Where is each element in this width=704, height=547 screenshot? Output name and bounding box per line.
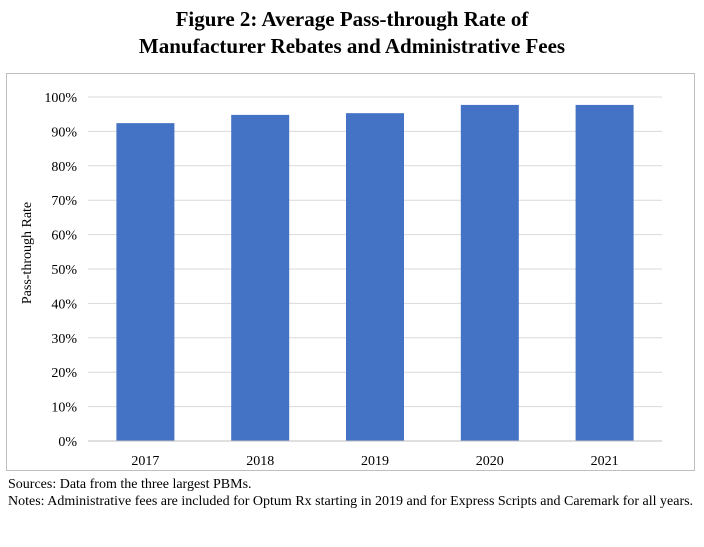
x-tick-labels: 2017 2018 2019 2020 2021 xyxy=(131,454,618,469)
y-tick-label: 70% xyxy=(51,194,77,209)
x-tick-label: 2019 xyxy=(361,454,389,469)
bar-2020 xyxy=(460,104,519,442)
x-tick-label: 2018 xyxy=(246,454,274,469)
y-axis-label: Pass-through Rate xyxy=(20,202,35,304)
y-tick-label: 50% xyxy=(51,263,77,278)
y-tick-label: 80% xyxy=(51,160,77,175)
figure-title: Figure 2: Average Pass-through Rate of M… xyxy=(0,6,704,60)
notes-block: Sources: Data from the three largest PBM… xyxy=(8,476,698,510)
y-tick-label: 20% xyxy=(51,366,77,381)
x-tick-label: 2021 xyxy=(591,454,619,469)
y-tick-label: 0% xyxy=(58,435,77,450)
y-tick-label: 90% xyxy=(51,125,77,140)
figure-title-line-2: Manufacturer Rebates and Administrative … xyxy=(138,34,566,58)
y-tick-labels: 0% 10% 20% 30% 40% 50% 60% 70% 80% 90% 100% xyxy=(44,91,77,450)
bar-2019 xyxy=(346,113,404,441)
figure-title-line-1: Figure 2: Average Pass-through Rate of xyxy=(175,7,529,31)
x-tick-label: 2017 xyxy=(131,454,159,469)
bars xyxy=(116,104,634,442)
bar-2017 xyxy=(116,123,175,442)
y-tick-label: 30% xyxy=(51,332,77,347)
bar-2018 xyxy=(231,114,290,441)
y-tick-label: 100% xyxy=(44,91,77,106)
x-tick-label: 2020 xyxy=(476,454,504,469)
y-tick-label: 40% xyxy=(51,297,77,312)
chart-frame xyxy=(6,73,695,471)
bar-2021 xyxy=(575,104,634,442)
sources-note: Sources: Data from the three largest PBM… xyxy=(8,477,252,492)
y-tick-label: 10% xyxy=(51,401,77,416)
administrative-fees-note: Notes: Administrative fees are included … xyxy=(8,494,694,509)
y-tick-label: 60% xyxy=(51,229,77,244)
